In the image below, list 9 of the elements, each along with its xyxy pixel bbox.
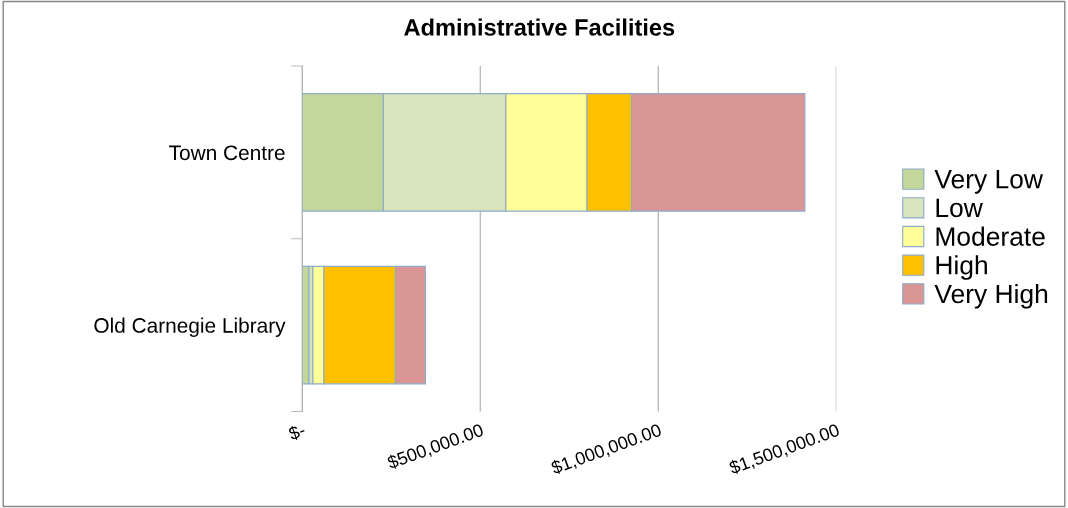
legend-label: High bbox=[936, 255, 987, 280]
x-tick-label: $- bbox=[287, 422, 307, 442]
legend-label: Very High bbox=[934, 283, 1048, 309]
legend-label: Moderate bbox=[936, 226, 1045, 246]
legend-label: Low bbox=[936, 198, 983, 218]
legend-label: Very Low bbox=[934, 170, 1043, 194]
chart-title: Administrative Facilities bbox=[404, 18, 675, 36]
y-tick-label: Old Carnegie Library bbox=[94, 317, 286, 337]
y-tick-label: Town Centre bbox=[169, 145, 285, 161]
